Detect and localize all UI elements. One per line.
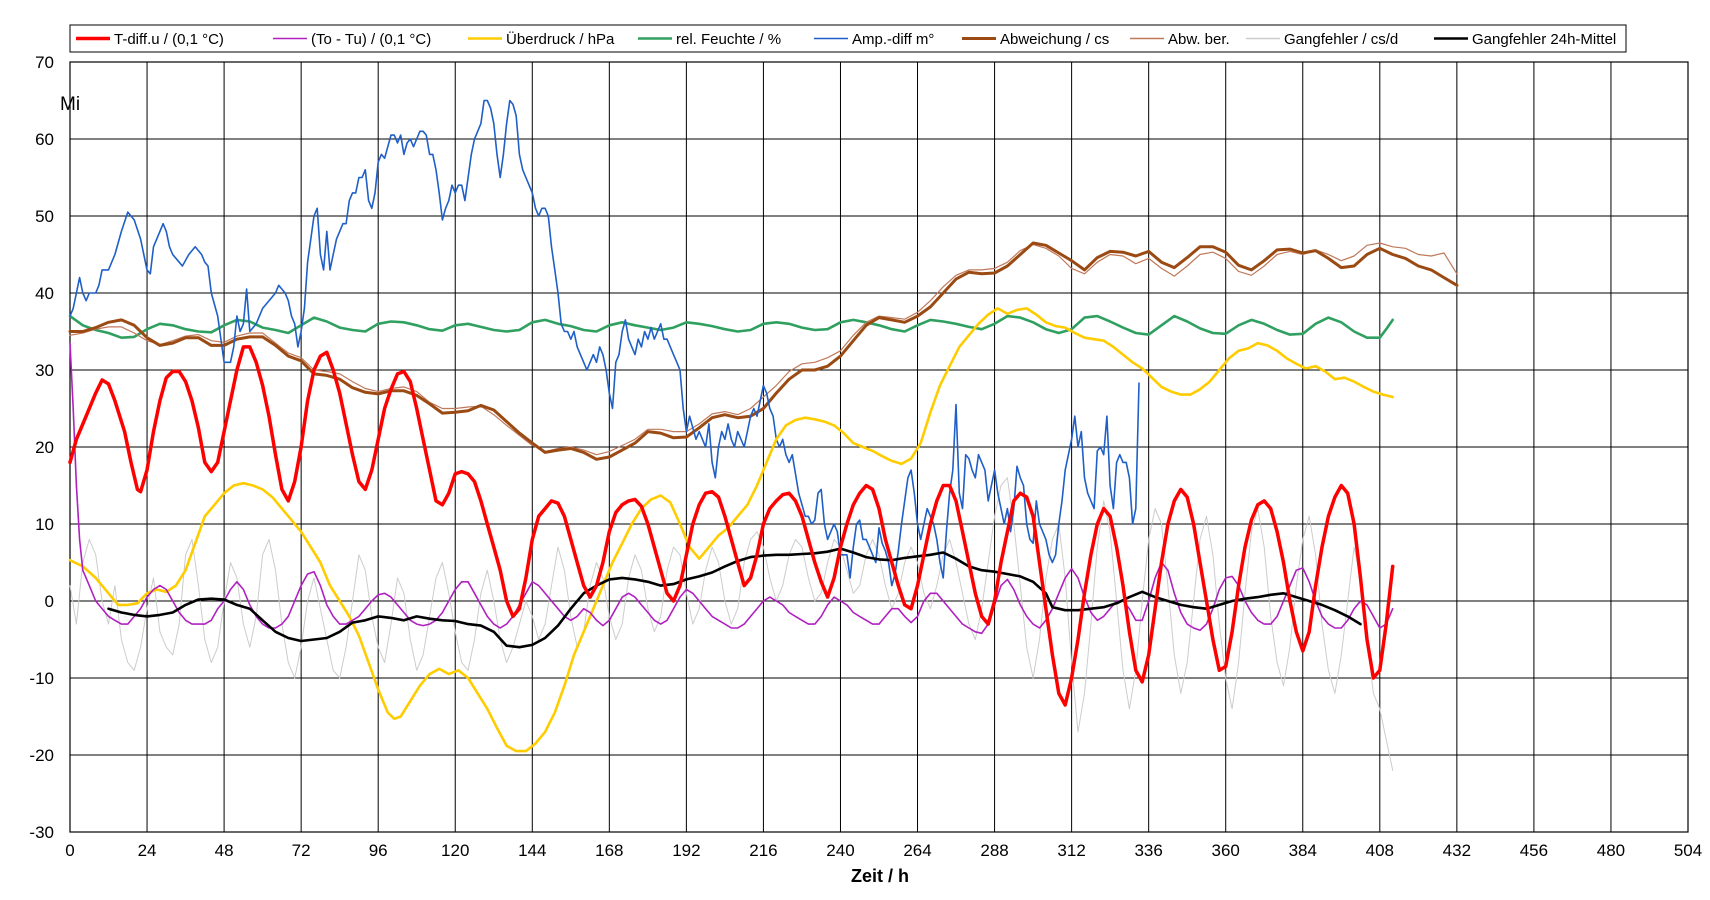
- x-tick-label: 480: [1597, 841, 1625, 860]
- x-tick-label: 24: [138, 841, 157, 860]
- x-tick-label: 312: [1057, 841, 1085, 860]
- legend-label: T-diff.u / (0,1 °C): [114, 31, 224, 48]
- legend-label: Gangfehler / cs/d: [1284, 31, 1398, 48]
- series-line-7: [69, 477, 1394, 771]
- x-tick-label: 288: [980, 841, 1008, 860]
- y-tick-label: -10: [29, 669, 54, 688]
- x-tick-label: 408: [1366, 841, 1394, 860]
- x-axis-title: Zeit / h: [851, 866, 909, 886]
- x-tick-label: 456: [1520, 841, 1548, 860]
- series-layer: [68, 99, 1459, 771]
- y-tick-label: 40: [35, 284, 54, 303]
- y-tick-label: -30: [29, 823, 54, 842]
- grid: [69, 61, 1689, 833]
- legend-label: Abweichung / cs: [1000, 31, 1109, 48]
- x-tick-label: 504: [1674, 841, 1702, 860]
- series-line-3: [68, 314, 1394, 339]
- legend-label: Überdruck / hPa: [506, 30, 615, 48]
- y-tick-label: 0: [45, 592, 54, 611]
- x-tick-label: 432: [1443, 841, 1471, 860]
- x-tick-label: 192: [672, 841, 700, 860]
- series-line-0: [68, 345, 1395, 707]
- x-tick-label: 96: [369, 841, 388, 860]
- x-tick-label: 384: [1289, 841, 1317, 860]
- x-tick-label: 240: [826, 841, 854, 860]
- y-tick-label: 10: [35, 515, 54, 534]
- annotation-label: Mi: [60, 94, 80, 115]
- y-tick-label: 60: [35, 130, 54, 149]
- y-tick-label: -20: [29, 746, 54, 765]
- x-tick-label: 48: [215, 841, 234, 860]
- y-tick-label: 20: [35, 438, 54, 457]
- series-line-1: [69, 342, 1394, 635]
- legend-label: rel. Feuchte / %: [676, 31, 781, 48]
- x-tick-label: 144: [518, 841, 546, 860]
- legend: T-diff.u / (0,1 °C) (To - Tu) / (0,1 °C) Ü…: [69, 24, 1627, 53]
- y-tick-label: 30: [35, 361, 54, 380]
- y-tick-label: 70: [35, 53, 54, 72]
- x-tick-label: 168: [595, 841, 623, 860]
- series-line-5: [68, 241, 1459, 461]
- x-tick-label: 216: [749, 841, 777, 860]
- legend-label: Abw. ber.: [1168, 31, 1230, 48]
- legend-label: (To - Tu) / (0,1 °C): [311, 31, 431, 48]
- x-tick-label: 120: [441, 841, 469, 860]
- x-tick-label: 264: [903, 841, 931, 860]
- x-tick-label: 72: [292, 841, 311, 860]
- x-tick-label: 336: [1134, 841, 1162, 860]
- x-tick-label: 360: [1212, 841, 1240, 860]
- y-tick-label: 50: [35, 207, 54, 226]
- x-tick-label: 0: [65, 841, 74, 860]
- series-line-6: [69, 242, 1458, 456]
- y-tick-labels: -30 -20 -10 0 10 20 30 40 50 60 70: [29, 53, 54, 842]
- x-tick-labels: 0 24 48 72 96 120 144 168 192 216 240 264 288 312 336 3…: [65, 841, 1702, 860]
- series-line-2: [68, 307, 1394, 753]
- legend-label: Amp.-diff m°: [852, 31, 934, 48]
- legend-label: Gangfehler 24h-Mittel: [1472, 31, 1616, 48]
- series-line-4: [69, 99, 1140, 587]
